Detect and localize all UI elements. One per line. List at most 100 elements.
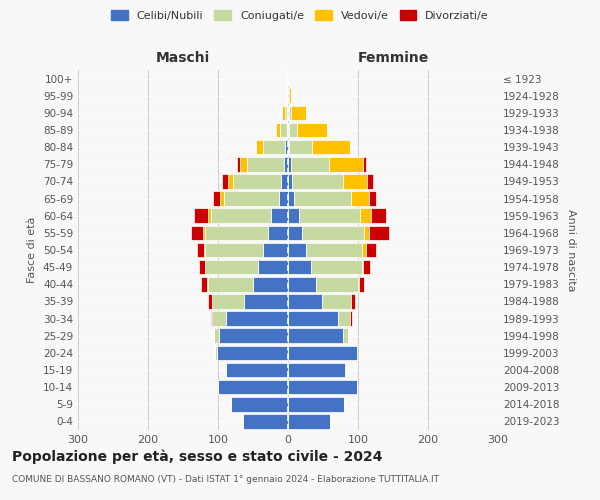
Bar [215,346,217,360]
Bar [191,226,203,240]
Bar [329,157,363,172]
Bar [208,208,211,223]
Bar [359,277,364,291]
Bar [205,226,268,240]
Bar [292,174,343,188]
Bar [284,106,287,120]
Bar [358,277,359,291]
Bar [367,174,373,188]
Bar [242,414,288,428]
Bar [268,226,288,240]
Bar [288,88,289,103]
Bar [287,88,288,103]
Bar [288,72,289,86]
Bar [222,174,228,188]
Bar [371,208,386,223]
Bar [241,157,247,172]
Y-axis label: Fasce di età: Fasce di età [28,217,37,283]
Bar [228,174,233,188]
Bar [351,192,368,206]
Bar [311,260,362,274]
Bar [204,242,205,258]
Bar [226,312,288,326]
Text: COMUNE DI BASSANO ROMANO (VT) - Dati ISTAT 1° gennaio 2024 - Elaborazione TUTTIT: COMUNE DI BASSANO ROMANO (VT) - Dati IST… [12,475,439,484]
Bar [205,260,258,274]
Bar [276,122,280,138]
Bar [289,88,291,103]
Bar [218,380,288,394]
Bar [288,346,356,360]
Bar [281,174,288,188]
Bar [285,140,288,154]
Bar [280,122,287,138]
Bar [201,277,207,291]
Bar [364,226,369,240]
Bar [230,397,288,411]
Bar [288,226,302,240]
Bar [343,174,367,188]
Bar [287,72,288,86]
Bar [288,208,299,223]
Bar [287,122,288,138]
Bar [203,226,205,240]
Bar [217,346,288,360]
Bar [350,312,352,326]
Bar [288,122,289,138]
Bar [211,312,212,326]
Bar [258,260,288,274]
Bar [288,260,311,274]
Bar [288,242,306,258]
Bar [288,174,292,188]
Bar [237,157,241,172]
Bar [214,328,220,343]
Bar [288,106,289,120]
Bar [288,157,291,172]
Bar [356,346,359,360]
Bar [194,208,208,223]
Bar [212,312,226,326]
Bar [205,242,263,258]
Bar [288,362,346,378]
Bar [363,157,367,172]
Bar [288,294,322,308]
Bar [291,157,329,172]
Bar [199,260,205,274]
Bar [293,192,351,206]
Bar [220,192,224,206]
Bar [368,192,376,206]
Bar [338,312,350,326]
Bar [288,328,343,343]
Bar [316,277,358,291]
Bar [360,208,371,223]
Bar [247,157,284,172]
Bar [211,208,271,223]
Bar [233,174,281,188]
Bar [361,260,363,274]
Bar [289,106,291,120]
Bar [362,242,366,258]
Bar [284,157,288,172]
Bar [244,294,288,308]
Legend: Celibi/Nubili, Coniugati/e, Vedovi/e, Divorziati/e: Celibi/Nubili, Coniugati/e, Vedovi/e, Di… [107,6,493,25]
Bar [299,208,360,223]
Bar [351,294,355,308]
Bar [291,106,306,120]
Bar [263,140,285,154]
Bar [213,192,220,206]
Bar [271,208,288,223]
Bar [343,328,347,343]
Bar [208,277,253,291]
Bar [212,294,244,308]
Text: Femmine: Femmine [358,51,428,65]
Bar [220,328,288,343]
Bar [197,242,204,258]
Bar [288,192,293,206]
Bar [253,277,288,291]
Bar [263,242,288,258]
Bar [302,226,364,240]
Bar [283,106,284,120]
Bar [297,122,326,138]
Bar [288,397,344,411]
Bar [287,106,288,120]
Bar [288,380,356,394]
